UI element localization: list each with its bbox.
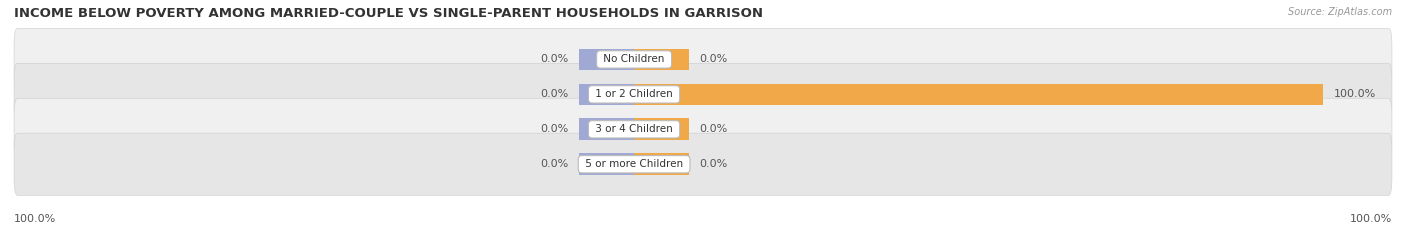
Bar [634,49,689,70]
Text: 0.0%: 0.0% [700,55,728,64]
Bar [579,118,634,140]
Text: 5 or more Children: 5 or more Children [582,159,686,169]
Bar [579,154,634,175]
Text: 0.0%: 0.0% [540,89,568,99]
Text: 100.0%: 100.0% [14,214,56,224]
Bar [579,84,634,105]
Text: 100.0%: 100.0% [1333,89,1375,99]
Text: Source: ZipAtlas.com: Source: ZipAtlas.com [1288,7,1392,17]
Text: 1 or 2 Children: 1 or 2 Children [592,89,676,99]
Bar [634,118,689,140]
Text: 0.0%: 0.0% [700,124,728,134]
Text: 0.0%: 0.0% [700,159,728,169]
Text: 100.0%: 100.0% [1350,214,1392,224]
FancyBboxPatch shape [14,133,1392,195]
Text: 0.0%: 0.0% [540,55,568,64]
Bar [579,49,634,70]
Text: INCOME BELOW POVERTY AMONG MARRIED-COUPLE VS SINGLE-PARENT HOUSEHOLDS IN GARRISO: INCOME BELOW POVERTY AMONG MARRIED-COUPL… [14,7,763,20]
FancyBboxPatch shape [14,98,1392,161]
Text: 0.0%: 0.0% [540,124,568,134]
FancyBboxPatch shape [14,28,1392,91]
Text: 0.0%: 0.0% [540,159,568,169]
Bar [634,154,689,175]
Text: 3 or 4 Children: 3 or 4 Children [592,124,676,134]
Text: No Children: No Children [600,55,668,64]
FancyBboxPatch shape [14,63,1392,126]
Bar [634,84,1323,105]
